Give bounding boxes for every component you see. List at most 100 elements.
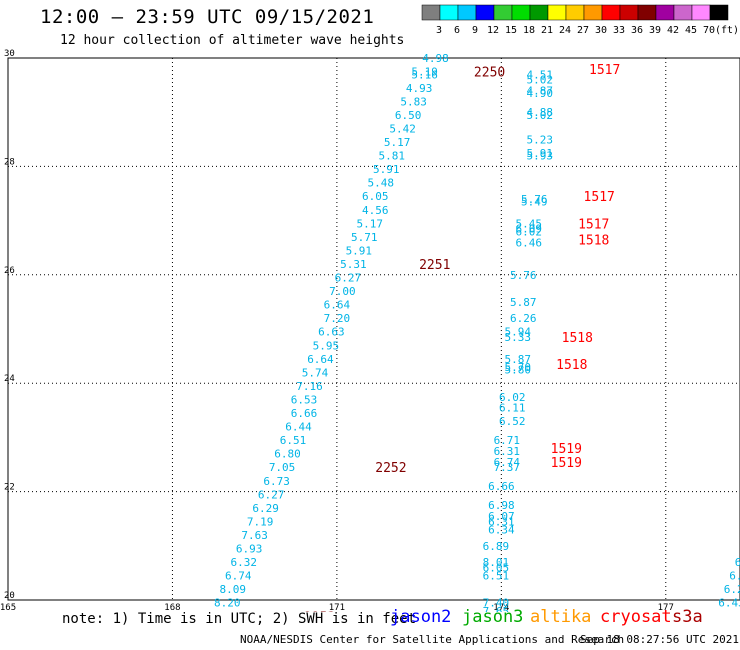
x-tick-label: 177: [658, 603, 674, 612]
wave-height-value: 6.27: [335, 272, 362, 285]
wave-height-value: 7.65: [483, 605, 510, 612]
wave-height-value: 6.09: [515, 223, 542, 236]
wave-height-value: 6.11: [499, 402, 526, 415]
wave-height-value: 6.31: [494, 445, 521, 458]
color-scale-legend: 3 6 9 12 15 18 21 24 27 30 33 36 39 42 45 70 (ft): [421, 4, 739, 36]
wave-height-value: 6.74: [494, 456, 521, 469]
wave-height-value: 6.52: [499, 415, 526, 428]
wave-height-value: 4.87: [526, 85, 553, 98]
wave-height-value: 8.01: [483, 556, 510, 569]
wave-height-value: 5.02: [526, 109, 553, 122]
pass-time-label: 1519: [551, 456, 582, 471]
colorbar-label: 36: [631, 25, 643, 36]
wave-height-value: 7.37: [494, 461, 521, 474]
colorbar-label: 30: [595, 25, 607, 36]
colorbar-label: 21: [541, 25, 553, 36]
wave-height-value: 6.93: [236, 543, 263, 556]
wave-height-value: 4.88: [526, 106, 553, 119]
wave-height-value: 5.45: [515, 217, 542, 230]
wave-height-value: 5.17: [357, 217, 384, 230]
pass-time-label: 1517: [584, 190, 615, 205]
wave-height-value: 6.32: [230, 556, 257, 569]
wave-height-value: 6.98: [488, 499, 515, 512]
wave-height-value: 5.33: [505, 331, 532, 344]
wave-height-value: 4.93: [406, 82, 433, 95]
page-title: 12:00 — 23:59 UTC 09/15/2021: [40, 6, 375, 28]
colorbar-label: 24: [559, 25, 571, 36]
wave-height-value: 5.49: [521, 196, 548, 209]
wave-height-value: 5.95: [313, 339, 340, 352]
wave-height-value: 7.00: [329, 285, 356, 298]
wave-height-value: 6.53: [291, 393, 318, 406]
pass-time-label: 1519: [551, 442, 582, 457]
wave-height-value: 5.16: [411, 68, 438, 81]
credit-line: NOAA/NESDIS Center for Satellite Applica…: [240, 633, 625, 646]
pass-time-label: 2251: [419, 258, 450, 273]
wave-height-value: 6.51: [483, 570, 510, 583]
wave-height-value: 6.50: [395, 109, 422, 122]
x-tick-label: 168: [164, 603, 180, 612]
colorbar-label: 9: [472, 25, 478, 36]
wave-height-value: 6.97: [209, 610, 236, 612]
colorbar-label: 27: [577, 25, 589, 36]
wave-height-value: 4.51: [526, 68, 553, 81]
wave-height-value: 6.27: [724, 583, 740, 596]
pass-time-label: 2250: [474, 66, 505, 81]
wave-height-value: 5.87: [505, 353, 532, 366]
wave-height-value: 6.31: [488, 515, 515, 528]
wave-height-value: 6.15: [713, 610, 740, 612]
wave-height-value: 4.56: [362, 204, 389, 217]
wave-height-value: 6.26: [729, 570, 740, 583]
wave-height-value: 6.73: [263, 475, 290, 488]
wave-height-value: 6.71: [494, 434, 521, 447]
pass-time-label: 1518: [556, 358, 587, 373]
colorbar-label: 18: [523, 25, 535, 36]
wave-height-value: 8.20: [214, 597, 241, 610]
wave-height-value: 6.07: [488, 510, 515, 523]
wave-height-value: 5.87: [510, 296, 537, 309]
wave-height-value: 5.91: [373, 163, 400, 176]
wave-height-value: 7.40: [483, 597, 510, 610]
y-tick-label: 28: [4, 157, 15, 167]
sat-legend-jason3: jason3: [462, 607, 524, 627]
colorbar-swatch: [709, 4, 729, 21]
wave-height-value: 7.16: [296, 380, 323, 393]
wave-height-value: 5.81: [378, 150, 405, 163]
colorbar-label: 6: [454, 25, 460, 36]
y-tick-label: 30: [4, 49, 15, 59]
sat-legend-jason2: jason2: [390, 607, 452, 627]
y-tick-label: 20: [4, 591, 15, 601]
wave-height-value: 5.70: [505, 361, 532, 374]
colorbar-label: 70: [703, 25, 715, 36]
pass-time-label: 1517: [578, 217, 609, 232]
sat-legend-altika: altika: [530, 607, 592, 627]
wave-height-value: 6.05: [483, 561, 510, 574]
wave-height-value: 5.31: [340, 258, 367, 271]
pass-time-label: 2252: [375, 461, 406, 476]
x-tick-label: 174: [493, 603, 509, 612]
wave-height-value: 5.91: [346, 244, 373, 257]
y-tick-label: 22: [4, 483, 15, 493]
sat-legend-s3a: s3a: [672, 607, 703, 627]
pass-time-label: 1517: [589, 63, 620, 78]
colorbar-label: 39: [649, 25, 661, 36]
wave-height-value: 5.76: [521, 193, 548, 206]
y-tick-label: 24: [4, 374, 15, 384]
plot-frame: [7, 57, 740, 601]
wave-height-value: 5.80: [505, 364, 532, 377]
wave-height-value: 6.64: [324, 299, 351, 312]
colorbar-label: 15: [505, 25, 517, 36]
wave-height-value: 5.83: [400, 95, 427, 108]
pass-time-label: 2253: [304, 610, 335, 612]
sat-legend-cryosat: cryosat: [600, 607, 672, 627]
wave-height-value: 7.63: [241, 529, 268, 542]
wave-height-value: 5.02: [526, 74, 553, 87]
generation-timestamp: Sep 18 08:27:56 UTC 2021: [580, 633, 739, 646]
colorbar-label: 45: [685, 25, 697, 36]
wave-height-value: 6.44: [285, 421, 312, 434]
wave-height-value: 6.34: [488, 524, 515, 537]
wave-height-value: 6.05: [362, 190, 389, 203]
page-subtitle: 12 hour collection of altimeter wave hei…: [60, 33, 405, 48]
